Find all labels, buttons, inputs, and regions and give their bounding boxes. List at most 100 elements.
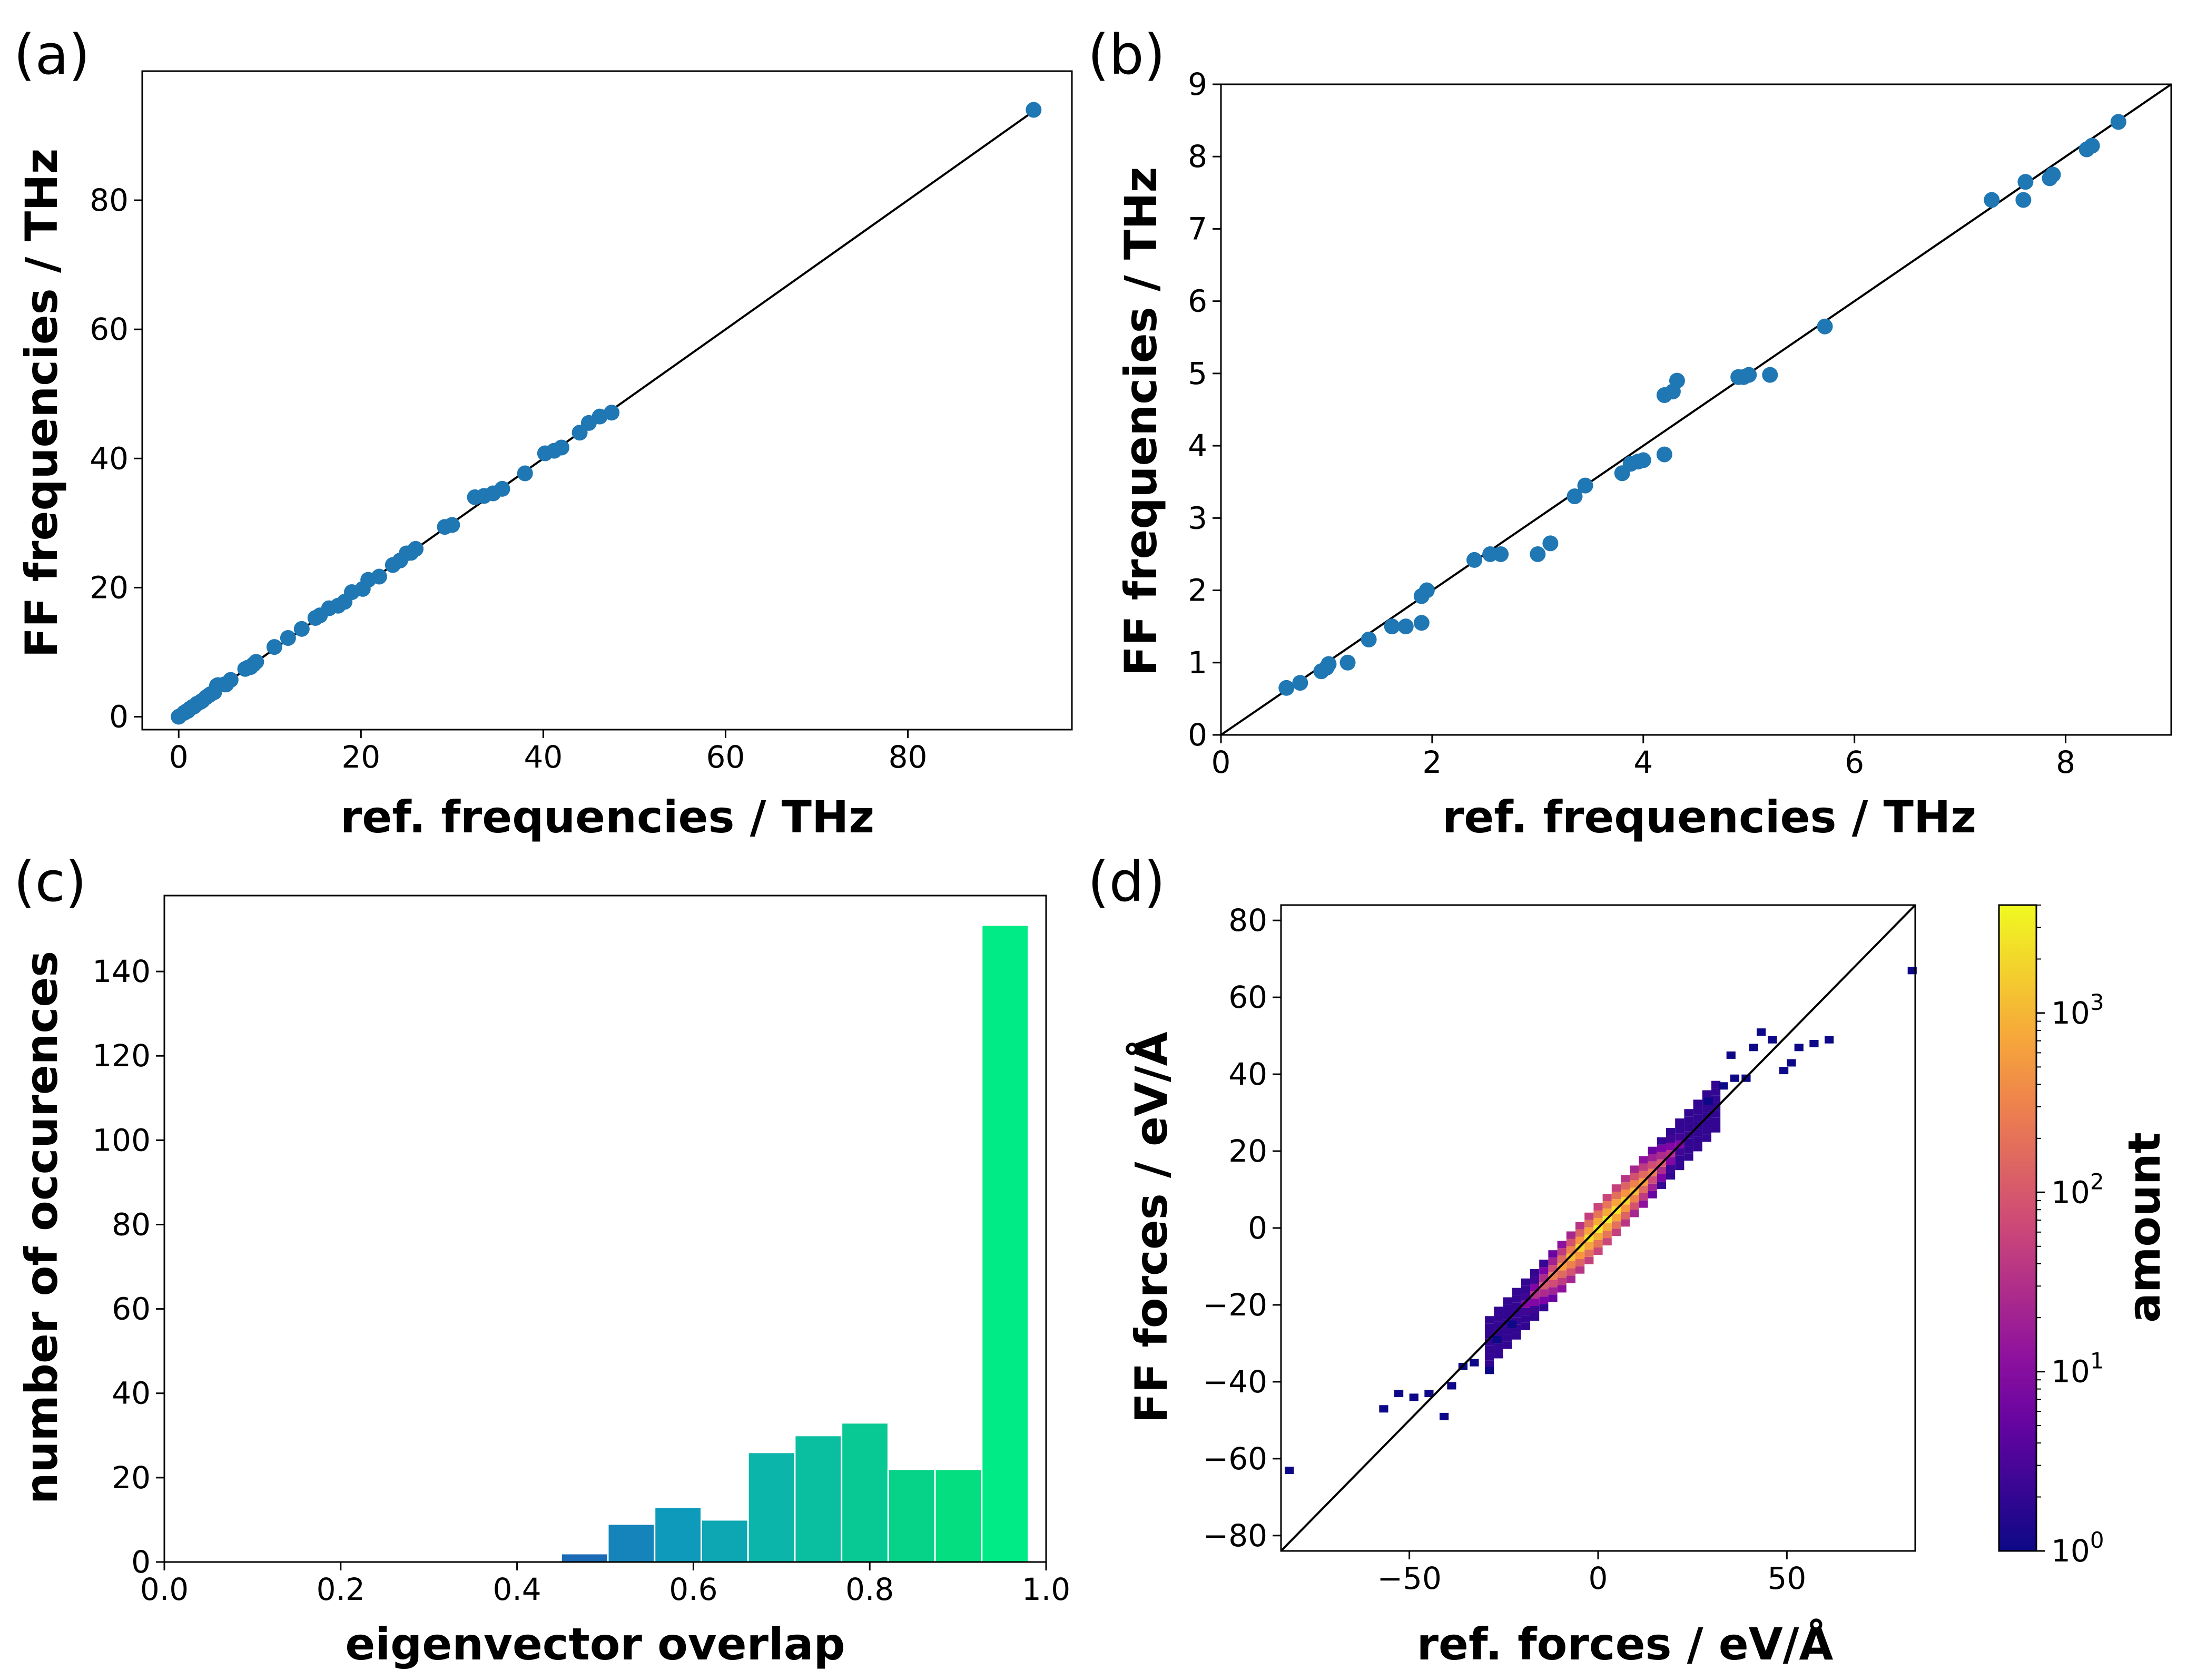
d-heatmap-cell bbox=[1684, 1153, 1693, 1161]
a-y-tick-label: 20 bbox=[90, 569, 129, 605]
d-y-tick-label: 80 bbox=[1228, 902, 1267, 938]
d-heatmap-cell bbox=[1693, 1136, 1702, 1144]
c-x-tick-label: 0.0 bbox=[140, 1571, 189, 1607]
d-heatmap-cell bbox=[1539, 1304, 1549, 1312]
d-heatmap-cell bbox=[1557, 1248, 1567, 1256]
d-heatmap-cell bbox=[1530, 1305, 1540, 1314]
b-data-point bbox=[1361, 631, 1377, 647]
c-histogram-bar bbox=[981, 924, 1030, 1563]
d-heatmap-cell bbox=[1825, 1036, 1834, 1044]
d-heatmap-cell bbox=[1379, 1405, 1388, 1413]
b-data-point bbox=[1278, 680, 1295, 696]
a-data-point bbox=[293, 621, 310, 637]
d-heatmap-cell bbox=[1648, 1146, 1657, 1154]
d-heatmap-cell bbox=[1648, 1191, 1657, 1198]
c-y-tick-label: 80 bbox=[112, 1206, 151, 1242]
d-heatmap-cell bbox=[1593, 1247, 1603, 1255]
d-heatmap-cell bbox=[1575, 1222, 1585, 1230]
b-y-tick-label: 8 bbox=[1188, 139, 1207, 174]
d-heatmap-cell bbox=[1768, 1036, 1777, 1044]
b-y-tick-label: 2 bbox=[1188, 573, 1207, 608]
d-heatmap-cell bbox=[1611, 1199, 1621, 1207]
d-heatmap-cell bbox=[1657, 1181, 1666, 1189]
panel-c-x-axis-title: eigenvector overlap bbox=[345, 1618, 845, 1670]
panel-a-scatter: 0 20 40 60 80 0 20 40 60 80 ref. frequencies / TH… bbox=[16, 70, 1073, 843]
b-y-tick-label: 9 bbox=[1188, 66, 1207, 102]
a-y-tick-label: 80 bbox=[90, 182, 129, 218]
a-y-tick-label: 40 bbox=[90, 440, 129, 476]
panel-a-y-axis-title: FF frequencies / THz bbox=[16, 149, 67, 658]
d-heatmap-cell bbox=[1494, 1351, 1503, 1359]
d-heatmap-cell bbox=[1684, 1146, 1693, 1154]
d-heatmap-cell bbox=[1530, 1298, 1540, 1306]
d-y-tick-label: −60 bbox=[1203, 1441, 1267, 1477]
d-heatmap-cell bbox=[1639, 1156, 1648, 1164]
d-heatmap-cell bbox=[1639, 1163, 1648, 1171]
b-data-point bbox=[1466, 552, 1483, 568]
d-heatmap-cell bbox=[1666, 1172, 1676, 1180]
d-heatmap-cell bbox=[1630, 1202, 1639, 1210]
a-data-point bbox=[222, 672, 239, 688]
d-heatmap-cell bbox=[1749, 1044, 1758, 1052]
d-heatmap-cell bbox=[1539, 1267, 1549, 1275]
d-heatmap-cell bbox=[1512, 1288, 1521, 1295]
d-heatmap-cell bbox=[1602, 1238, 1612, 1246]
d-heatmap-cell bbox=[1666, 1142, 1676, 1151]
d-heatmap-cell bbox=[1684, 1124, 1693, 1132]
d-heatmap-cell bbox=[1675, 1126, 1684, 1134]
d-heatmap-cell bbox=[1621, 1219, 1630, 1227]
b-data-point bbox=[1635, 452, 1651, 468]
d-heatmap-cell bbox=[1548, 1287, 1558, 1295]
d-heatmap-cell bbox=[1584, 1249, 1594, 1257]
c-histogram-bar bbox=[794, 1435, 843, 1563]
d-heatmap-cell bbox=[1621, 1182, 1630, 1190]
d-heatmap-cell bbox=[1693, 1099, 1702, 1107]
colorbar-tick-label: 100 bbox=[2051, 1527, 2104, 1569]
a-data-point bbox=[248, 654, 264, 670]
colorbar-tick-label: 102 bbox=[2051, 1168, 2104, 1210]
d-heatmap-cell bbox=[1809, 1040, 1819, 1048]
d-y-tick-label: 40 bbox=[1228, 1056, 1267, 1092]
b-y-tick-label: 4 bbox=[1188, 428, 1207, 464]
d-heatmap-cell bbox=[1548, 1280, 1558, 1288]
d-heatmap-cell bbox=[1539, 1296, 1549, 1304]
c-histogram-bar bbox=[654, 1506, 702, 1563]
d-heatmap-cell bbox=[1703, 1097, 1713, 1105]
a-data-point bbox=[494, 480, 510, 497]
d-heatmap-cell bbox=[1787, 1059, 1796, 1067]
b-data-point bbox=[1762, 367, 1778, 383]
d-heatmap-cell bbox=[1584, 1212, 1594, 1220]
c-x-tick-label: 1.0 bbox=[1022, 1571, 1070, 1607]
d-heatmap-cell bbox=[1485, 1367, 1494, 1374]
d-heatmap-cell bbox=[1447, 1382, 1456, 1390]
d-heatmap-cell bbox=[1719, 1082, 1728, 1090]
d-heatmap-cell bbox=[1602, 1201, 1612, 1209]
panel-c-y-axis-title: number of occurences bbox=[16, 951, 67, 1504]
d-heatmap-cell bbox=[1575, 1259, 1585, 1266]
d-heatmap-cell bbox=[1566, 1261, 1575, 1269]
b-data-point bbox=[1741, 367, 1757, 383]
d-heatmap-cell bbox=[1602, 1209, 1612, 1216]
c-x-tick-label: 0.6 bbox=[669, 1571, 717, 1607]
panel-d-x-axis-title: ref. forces / eV/Å bbox=[1417, 1618, 1834, 1670]
c-histogram-bar bbox=[700, 1519, 749, 1563]
d-heatmap-cell bbox=[1611, 1229, 1621, 1236]
d-heatmap-cell bbox=[1711, 1095, 1721, 1103]
d-y-tick-label: 60 bbox=[1228, 979, 1267, 1015]
b-x-tick-label: 8 bbox=[2056, 744, 2075, 780]
d-heatmap-cell bbox=[1584, 1220, 1594, 1227]
a-data-point bbox=[604, 405, 620, 421]
d-heatmap-cell bbox=[1630, 1195, 1639, 1203]
d-heatmap-cell bbox=[1503, 1327, 1512, 1334]
c-histogram-bar bbox=[747, 1451, 796, 1563]
c-y-tick-label: 100 bbox=[92, 1122, 151, 1158]
colorbar-label: amount bbox=[2119, 1132, 2170, 1323]
d-heatmap-cell bbox=[1666, 1157, 1676, 1165]
d-heatmap-cell bbox=[1639, 1171, 1648, 1178]
b-data-point bbox=[2084, 137, 2100, 154]
d-heatmap-cell bbox=[1539, 1260, 1549, 1268]
d-y-tick-label: 20 bbox=[1228, 1133, 1267, 1169]
a-data-point bbox=[553, 439, 569, 456]
